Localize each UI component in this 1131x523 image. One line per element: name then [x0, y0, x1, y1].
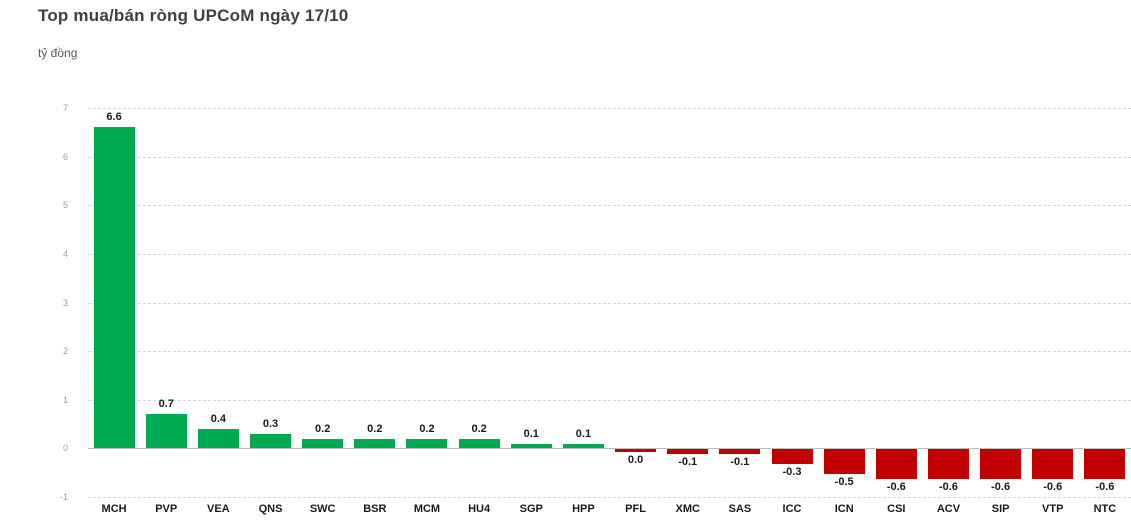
value-label-ICN: -0.5 — [834, 475, 854, 488]
x-axis-label-ICN: ICN — [834, 503, 854, 515]
bar-SAS — [719, 449, 761, 455]
gridline — [88, 497, 1131, 498]
x-axis-label-ACV: ACV — [936, 503, 961, 515]
gridline — [88, 351, 1131, 353]
bar-MCH — [93, 127, 135, 449]
y-axis-tick-label: 2 — [62, 346, 68, 357]
value-label-BSR: 0.2 — [367, 422, 383, 435]
x-axis-label-NTC: NTC — [1093, 503, 1117, 515]
value-label-SWC: 0.2 — [315, 422, 331, 435]
y-axis-tick-label: 4 — [62, 248, 68, 259]
gridline — [88, 156, 1131, 158]
x-axis-label-VEA: VEA — [207, 503, 230, 515]
y-axis-tick-label: 3 — [62, 297, 68, 308]
bar-HPP — [562, 443, 604, 449]
x-axis-label-XMC: XMC — [675, 503, 700, 515]
zero-axis-line — [88, 448, 1131, 450]
value-label-ACV: -0.6 — [938, 480, 958, 493]
x-axis-label-PVP: PVP — [155, 503, 178, 515]
x-axis-label-SAS: SAS — [728, 503, 752, 515]
value-label-HU4: 0.2 — [471, 422, 487, 435]
x-axis-label-VTP: VTP — [1042, 503, 1064, 515]
value-label-XMC: -0.1 — [678, 456, 698, 469]
bar-ICN — [823, 449, 865, 474]
value-label-QNS: 0.3 — [262, 417, 279, 430]
chart-title: Top mua/bán ròng UPCoM ngày 17/10 — [38, 6, 349, 25]
bar-ICC — [771, 449, 813, 464]
gridline — [88, 399, 1131, 401]
x-axis-label-MCM: MCM — [413, 503, 441, 515]
y-axis-tick-label: 6 — [62, 151, 68, 162]
chart-unit-label: tỷ đồng — [38, 46, 78, 60]
x-axis-label-BSR: BSR — [363, 503, 387, 515]
x-axis-label-SGP: SGP — [519, 503, 543, 515]
bar-ACV — [927, 449, 969, 479]
y-axis-tick-label: -1 — [59, 492, 68, 502]
gridline — [88, 205, 1131, 207]
value-label-SAS: -0.1 — [730, 456, 750, 469]
x-axis-label-PFL: PFL — [625, 503, 646, 515]
value-label-SIP: -0.6 — [991, 480, 1011, 493]
value-label-NTC: -0.6 — [1095, 480, 1115, 493]
gridline — [88, 108, 1131, 109]
value-label-CSI: -0.6 — [886, 480, 906, 493]
gridline — [88, 253, 1131, 255]
bar-MCM — [406, 438, 448, 449]
bar-QNS — [250, 433, 292, 449]
y-axis-tick-label: 7 — [62, 103, 68, 113]
gridline — [88, 302, 1131, 304]
bar-SGP — [510, 443, 552, 449]
bar-SIP — [980, 449, 1022, 479]
x-axis-label-HU4: HU4 — [468, 503, 491, 515]
value-label-ICC: -0.3 — [782, 465, 802, 478]
bar-PVP — [145, 414, 187, 449]
bar-SWC — [302, 438, 344, 449]
value-label-MCH: 6.6 — [106, 111, 122, 124]
value-label-VEA: 0.4 — [210, 412, 227, 425]
bar-BSR — [354, 438, 396, 449]
bar-CSI — [875, 449, 917, 479]
value-label-SGP: 0.1 — [523, 427, 539, 440]
value-label-PFL: 0.0 — [627, 453, 644, 466]
bar-PFL — [615, 449, 657, 452]
y-axis-tick-label: 5 — [62, 200, 68, 211]
bar-HU4 — [458, 438, 500, 449]
bar-XMC — [667, 449, 709, 455]
plot-area: 6.6 0.7 0.4 0.3 0.2 0.2 0.2 0.2 0.1 0.1 0.0 -0.1 -0.… — [88, 108, 1131, 498]
value-label-PVP: 0.7 — [158, 398, 174, 411]
value-label-HPP: 0.1 — [575, 427, 592, 440]
bar-VTP — [1032, 449, 1074, 479]
bar-NTC — [1084, 449, 1126, 479]
value-label-VTP: -0.6 — [1043, 480, 1063, 493]
y-axis-tick-label: 1 — [62, 394, 68, 405]
bar-VEA — [197, 428, 239, 449]
value-label-MCM: 0.2 — [419, 422, 435, 435]
x-axis-label-QNS: QNS — [258, 503, 283, 515]
x-axis-label-MCH: MCH — [101, 503, 127, 515]
x-axis-label-CSI: CSI — [887, 503, 906, 515]
x-axis-label-ICC: ICC — [782, 503, 802, 515]
x-axis-label-HPP: HPP — [572, 503, 595, 515]
x-axis-label-SIP: SIP — [991, 503, 1010, 515]
y-axis-tick-label: 0 — [62, 443, 68, 454]
x-axis-label-SWC: SWC — [309, 503, 336, 515]
